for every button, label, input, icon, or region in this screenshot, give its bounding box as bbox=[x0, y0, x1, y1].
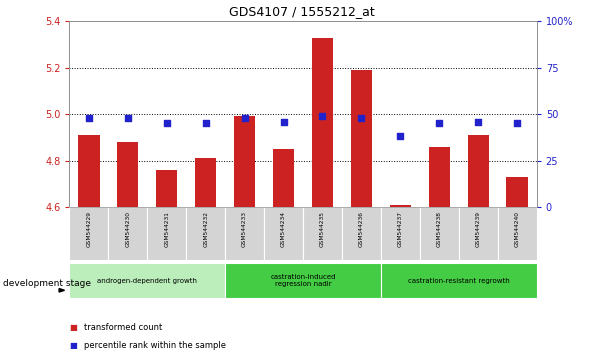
Text: GSM544231: GSM544231 bbox=[164, 211, 169, 247]
Bar bbox=[147, 207, 186, 260]
Bar bbox=[225, 263, 381, 298]
Text: GSM544234: GSM544234 bbox=[281, 211, 286, 247]
Point bbox=[513, 121, 522, 126]
Text: GSM544238: GSM544238 bbox=[437, 211, 442, 247]
Text: development stage: development stage bbox=[3, 279, 91, 288]
Text: GSM544240: GSM544240 bbox=[515, 211, 520, 247]
Text: ■: ■ bbox=[69, 323, 77, 332]
Text: GSM544236: GSM544236 bbox=[359, 211, 364, 247]
Bar bbox=[381, 207, 420, 260]
Bar bbox=[342, 207, 381, 260]
Text: GSM544233: GSM544233 bbox=[242, 211, 247, 247]
Bar bbox=[467, 135, 489, 207]
Text: androgen-dependent growth: androgen-dependent growth bbox=[97, 278, 197, 284]
Bar bbox=[117, 142, 139, 207]
Point bbox=[123, 115, 133, 121]
Bar bbox=[195, 158, 216, 207]
Bar bbox=[156, 170, 177, 207]
Bar bbox=[78, 135, 99, 207]
Text: percentile rank within the sample: percentile rank within the sample bbox=[84, 341, 226, 350]
Point bbox=[279, 119, 288, 125]
Bar bbox=[351, 70, 372, 207]
Bar bbox=[186, 207, 225, 260]
Bar bbox=[109, 207, 147, 260]
Bar bbox=[312, 38, 333, 207]
Point bbox=[240, 115, 250, 121]
Point bbox=[201, 121, 210, 126]
Bar bbox=[459, 207, 497, 260]
Text: GSM544232: GSM544232 bbox=[203, 211, 208, 247]
Bar bbox=[273, 149, 294, 207]
Point bbox=[318, 113, 327, 119]
Bar bbox=[225, 207, 264, 260]
Bar bbox=[507, 177, 528, 207]
Point bbox=[435, 121, 444, 126]
Bar bbox=[420, 207, 459, 260]
Text: castration-induced
regression nadir: castration-induced regression nadir bbox=[270, 274, 336, 287]
Text: GSM544235: GSM544235 bbox=[320, 211, 325, 247]
Bar bbox=[264, 207, 303, 260]
Bar bbox=[303, 207, 342, 260]
Point bbox=[396, 133, 405, 139]
Text: GSM544239: GSM544239 bbox=[476, 211, 481, 247]
Text: GSM544237: GSM544237 bbox=[398, 211, 403, 247]
Text: GSM544229: GSM544229 bbox=[86, 211, 91, 247]
Bar bbox=[69, 263, 225, 298]
Bar bbox=[429, 147, 450, 207]
Bar bbox=[390, 205, 411, 207]
Point bbox=[356, 115, 366, 121]
Text: GDS4107 / 1555212_at: GDS4107 / 1555212_at bbox=[229, 5, 374, 18]
Text: transformed count: transformed count bbox=[84, 323, 163, 332]
Bar bbox=[69, 207, 109, 260]
Point bbox=[162, 121, 171, 126]
Bar bbox=[381, 263, 537, 298]
Text: ■: ■ bbox=[69, 341, 77, 350]
Point bbox=[84, 115, 93, 121]
Bar bbox=[234, 116, 255, 207]
Text: GSM544230: GSM544230 bbox=[125, 211, 130, 247]
Bar bbox=[497, 207, 537, 260]
Text: castration-resistant regrowth: castration-resistant regrowth bbox=[408, 278, 510, 284]
Point bbox=[473, 119, 483, 125]
